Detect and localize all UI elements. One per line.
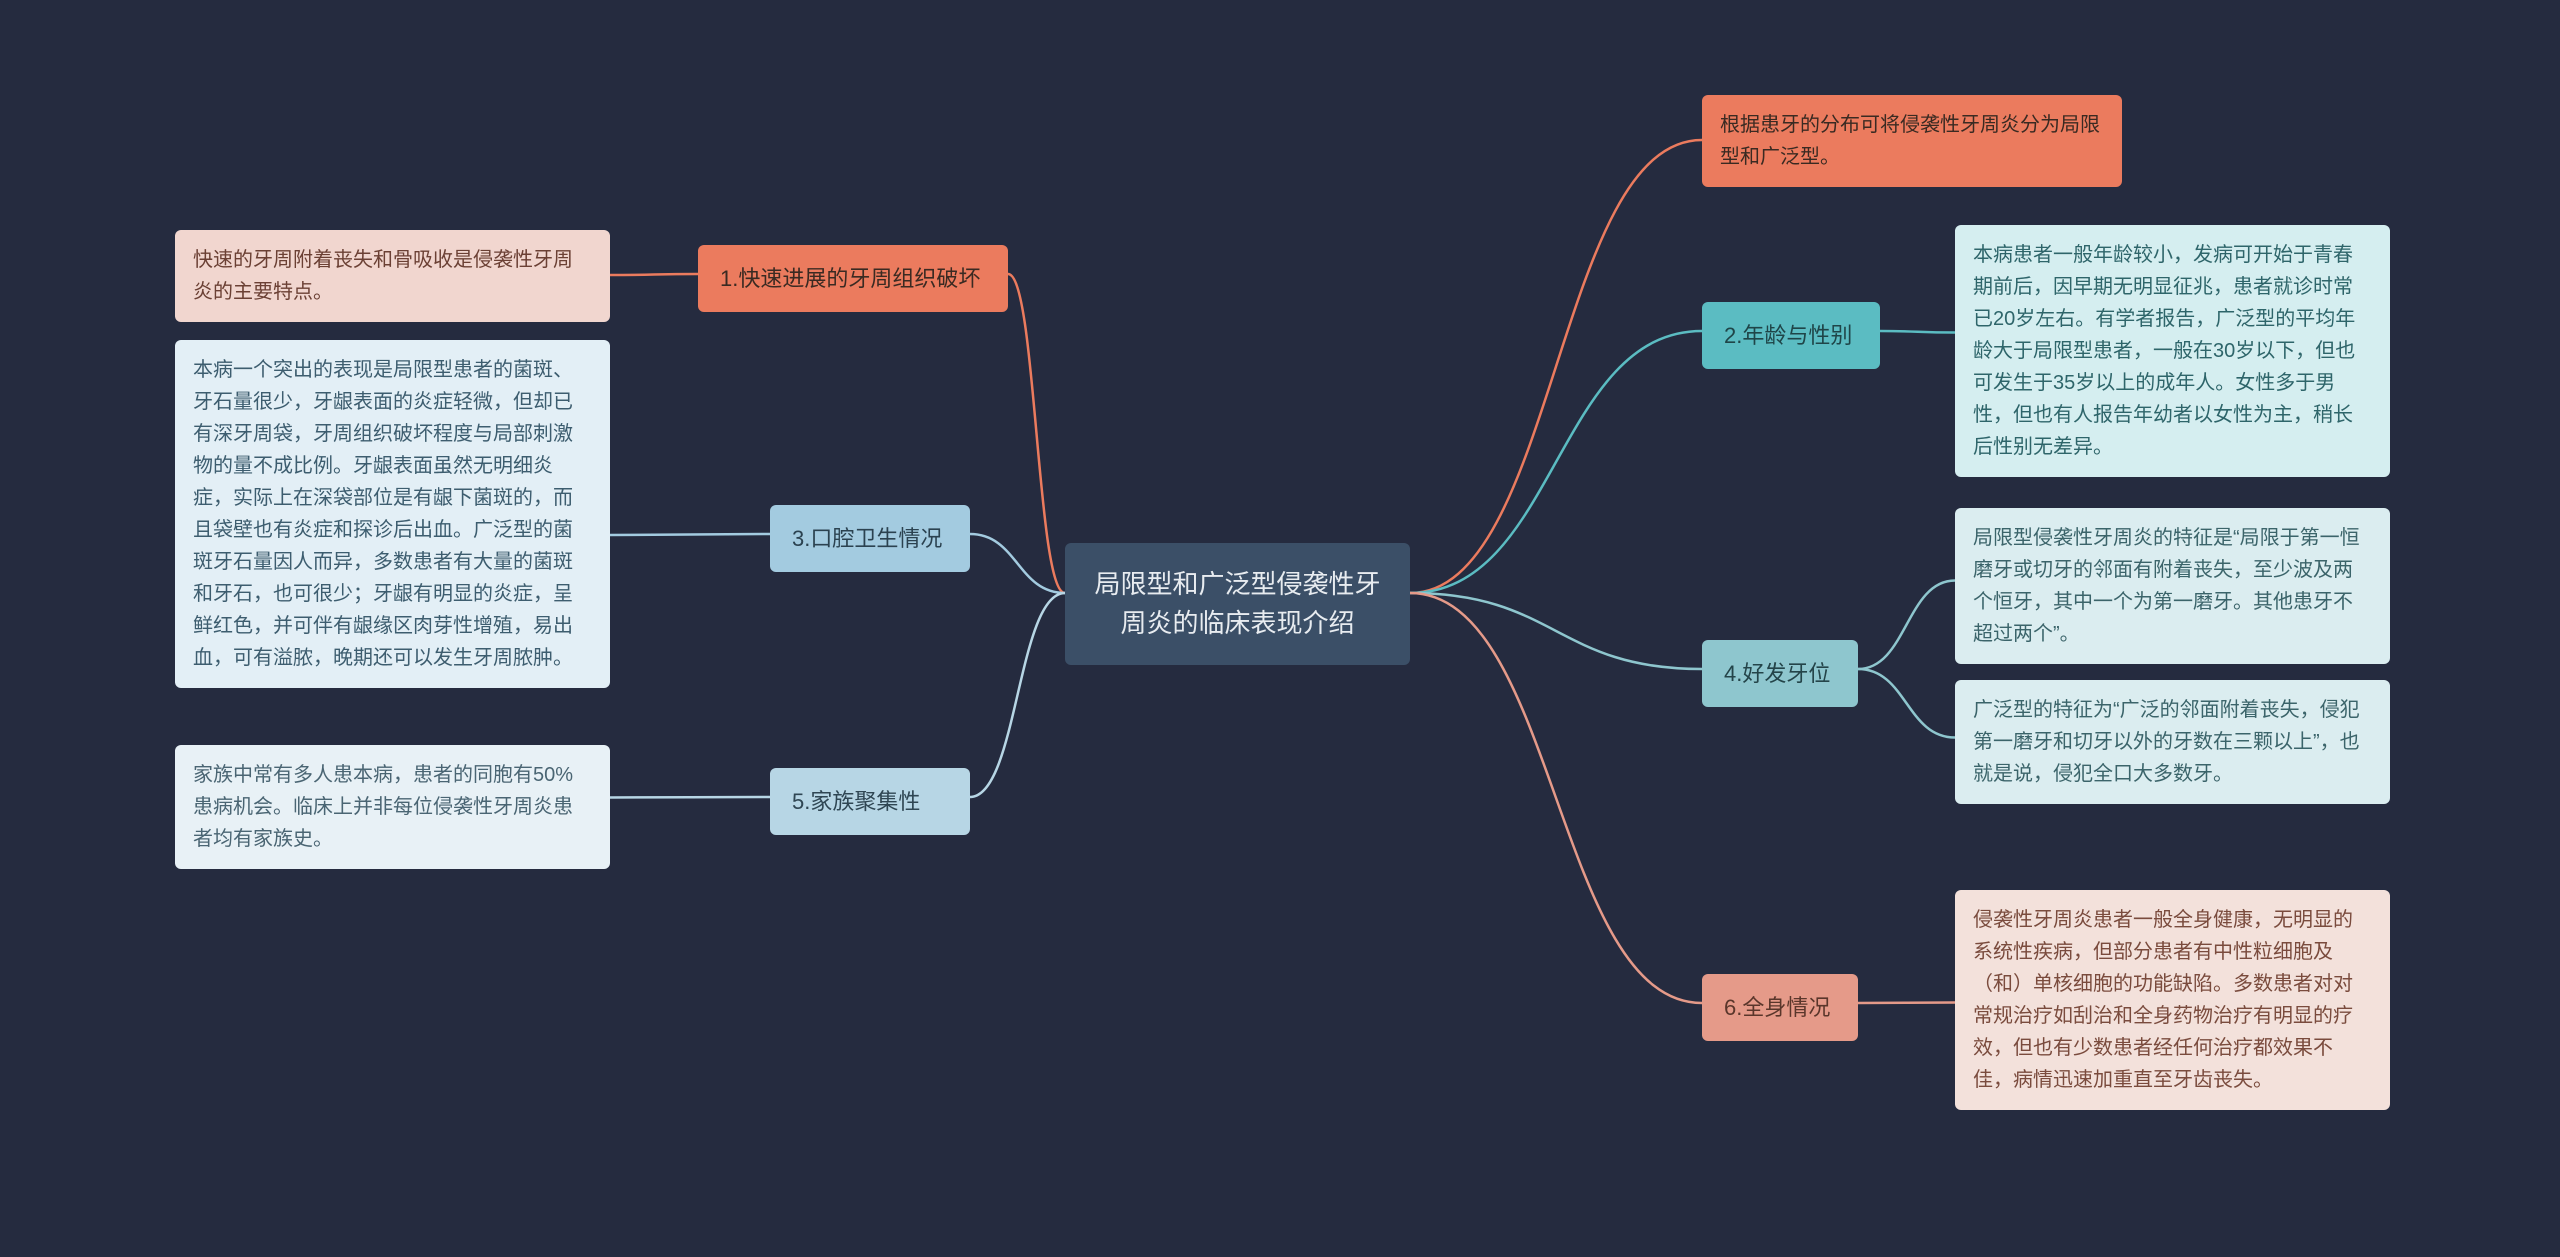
leaf-6[interactable]: 侵袭性牙周炎患者一般全身健康，无明显的系统性疾病，但部分患者有中性粒细胞及（和）… (1955, 890, 2390, 1110)
branch-4[interactable]: 4.好发牙位 (1702, 640, 1858, 707)
branch-5-label: 5.家族聚集性 (792, 789, 920, 814)
leaf-3[interactable]: 本病一个突出的表现是局限型患者的菌斑、牙石量很少，牙龈表面的炎症轻微，但却已有深… (175, 340, 610, 688)
leaf-2-text: 本病患者一般年龄较小，发病可开始于青春期前后，因早期无明显征兆，患者就诊时常已2… (1973, 244, 2355, 458)
leaf-4b-text: 广泛型的特征为“广泛的邻面附着丧失，侵犯第一磨牙和切牙以外的牙数在三颗以上”，也… (1973, 699, 2360, 785)
root-node[interactable]: 局限型和广泛型侵袭性牙 周炎的临床表现介绍 (1065, 543, 1410, 665)
branch-3[interactable]: 3.口腔卫生情况 (770, 505, 970, 572)
leaf-4a-text: 局限型侵袭性牙周炎的特征是“局限于第一恒磨牙或切牙的邻面有附着丧失，至少波及两个… (1973, 527, 2360, 645)
leaf-top[interactable]: 根据患牙的分布可将侵袭性牙周炎分为局限型和广泛型。 (1702, 95, 2122, 187)
leaf-2[interactable]: 本病患者一般年龄较小，发病可开始于青春期前后，因早期无明显征兆，患者就诊时常已2… (1955, 225, 2390, 477)
branch-4-label: 4.好发牙位 (1724, 661, 1830, 686)
leaf-5-text: 家族中常有多人患本病，患者的同胞有50%患病机会。临床上并非每位侵袭性牙周炎患者… (193, 764, 573, 850)
leaf-4a[interactable]: 局限型侵袭性牙周炎的特征是“局限于第一恒磨牙或切牙的邻面有附着丧失，至少波及两个… (1955, 508, 2390, 664)
leaf-3-text: 本病一个突出的表现是局限型患者的菌斑、牙石量很少，牙龈表面的炎症轻微，但却已有深… (193, 359, 573, 669)
leaf-1-text: 快速的牙周附着丧失和骨吸收是侵袭性牙周炎的主要特点。 (193, 249, 573, 303)
root-line2: 周炎的临床表现介绍 (1120, 608, 1354, 638)
branch-1-label: 1.快速进展的牙周组织破坏 (720, 266, 980, 291)
branch-6-label: 6.全身情况 (1724, 995, 1830, 1020)
root-line1: 局限型和广泛型侵袭性牙 (1094, 569, 1380, 599)
leaf-5[interactable]: 家族中常有多人患本病，患者的同胞有50%患病机会。临床上并非每位侵袭性牙周炎患者… (175, 745, 610, 869)
leaf-4b[interactable]: 广泛型的特征为“广泛的邻面附着丧失，侵犯第一磨牙和切牙以外的牙数在三颗以上”，也… (1955, 680, 2390, 804)
branch-1[interactable]: 1.快速进展的牙周组织破坏 (698, 245, 1008, 312)
leaf-1[interactable]: 快速的牙周附着丧失和骨吸收是侵袭性牙周炎的主要特点。 (175, 230, 610, 322)
branch-2[interactable]: 2.年龄与性别 (1702, 302, 1880, 369)
branch-6[interactable]: 6.全身情况 (1702, 974, 1858, 1041)
leaf-top-text: 根据患牙的分布可将侵袭性牙周炎分为局限型和广泛型。 (1720, 114, 2100, 168)
branch-5[interactable]: 5.家族聚集性 (770, 768, 970, 835)
branch-3-label: 3.口腔卫生情况 (792, 526, 942, 551)
branch-2-label: 2.年龄与性别 (1724, 323, 1852, 348)
leaf-6-text: 侵袭性牙周炎患者一般全身健康，无明显的系统性疾病，但部分患者有中性粒细胞及（和）… (1973, 909, 2353, 1091)
